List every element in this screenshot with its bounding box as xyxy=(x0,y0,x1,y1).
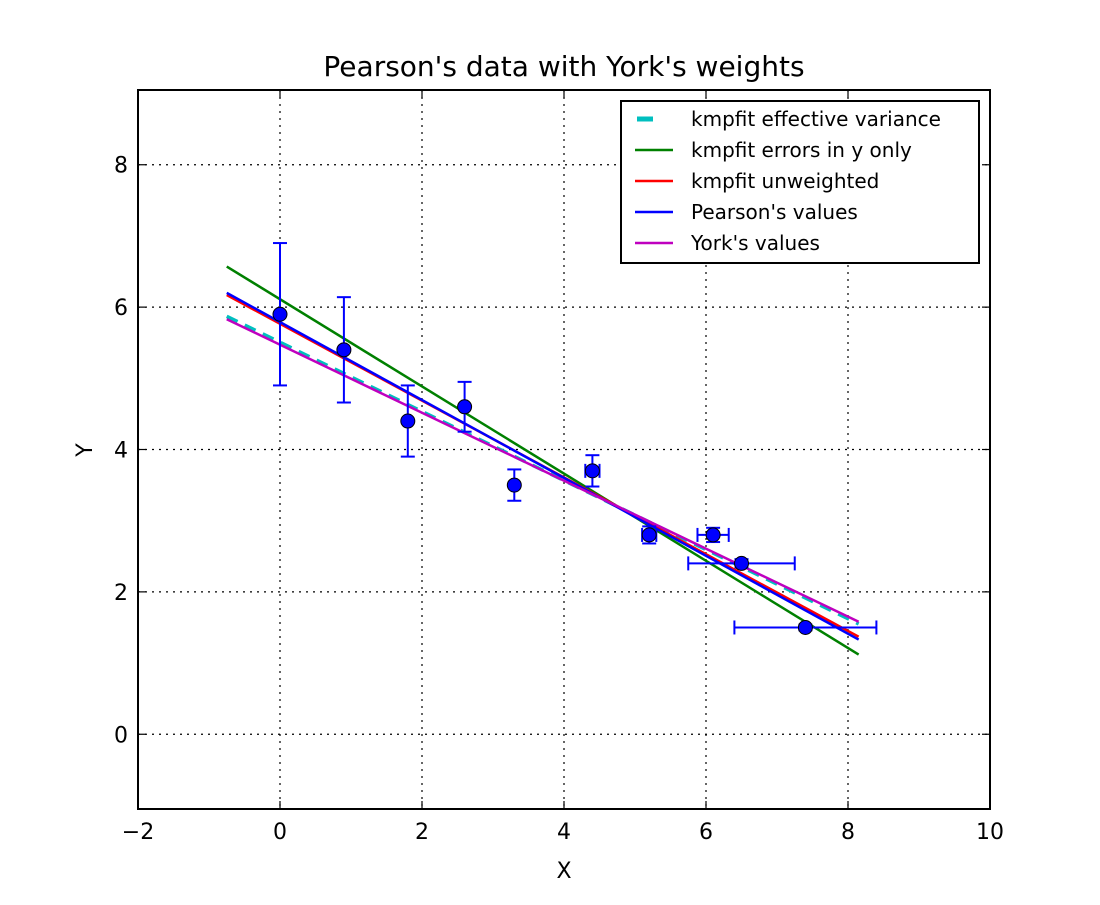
x-tick-label: 4 xyxy=(557,820,571,845)
x-tick-label: 8 xyxy=(841,820,855,845)
legend-label: Pearson's values xyxy=(691,200,858,224)
y-tick-label: 6 xyxy=(114,296,128,321)
data-point xyxy=(797,619,813,635)
y-tick-label: 2 xyxy=(114,581,128,606)
y-axis-label: Y xyxy=(73,443,98,458)
legend-label: York's values xyxy=(690,231,820,255)
legend-label: kmpfit unweighted xyxy=(691,169,879,193)
y-tick-label: 8 xyxy=(114,154,128,179)
series-line-3 xyxy=(226,291,860,641)
x-axis-label: X xyxy=(556,859,571,884)
data-point xyxy=(336,342,352,358)
data-point xyxy=(506,477,522,493)
legend: kmpfit effective variance kmpfit errors i… xyxy=(620,100,980,264)
data-point xyxy=(641,527,657,543)
y-tick-label: 4 xyxy=(114,439,128,464)
x-tick-label: 10 xyxy=(976,820,1004,845)
legend-box xyxy=(620,100,980,264)
x-tick-label: 2 xyxy=(415,820,429,845)
x-tick-label: 6 xyxy=(699,820,713,845)
data-points xyxy=(272,306,813,635)
x-tick-label: −2 xyxy=(122,820,154,845)
series-line-1 xyxy=(226,265,860,656)
axis-ticks: −2 0 2 4 6 8 10 0 2 4 6 8 xyxy=(114,90,1004,845)
error-bars xyxy=(273,242,878,635)
series-lines xyxy=(225,265,860,656)
data-point xyxy=(272,306,288,322)
data-point xyxy=(457,399,473,415)
data-point xyxy=(705,527,721,543)
data-point xyxy=(400,413,416,429)
legend-label: kmpfit errors in y only xyxy=(691,138,912,162)
y-tick-label: 0 xyxy=(114,723,128,748)
data-point xyxy=(584,463,600,479)
series-line-4 xyxy=(226,318,860,623)
chart-title: Pearson's data with York's weights xyxy=(323,50,804,83)
x-tick-label: 0 xyxy=(273,820,287,845)
data-point xyxy=(734,555,749,571)
legend-label: kmpfit effective variance xyxy=(691,107,941,131)
